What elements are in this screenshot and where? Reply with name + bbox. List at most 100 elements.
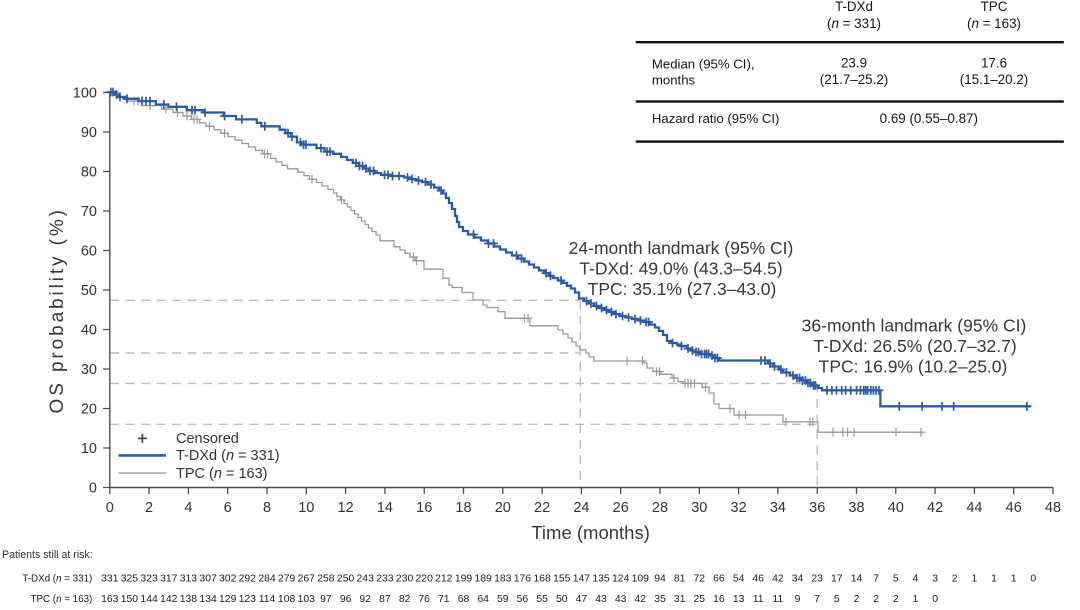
svg-text:TPC: 16.9% (10.2–25.0): TPC: 16.9% (10.2–25.0): [819, 357, 1008, 377]
svg-text:20: 20: [81, 402, 97, 418]
svg-text:(n = 163): (n = 163): [967, 16, 1021, 31]
svg-text:189: 189: [474, 574, 492, 585]
svg-text:0: 0: [106, 500, 114, 516]
svg-text:138: 138: [180, 594, 198, 605]
svg-text:0.69 (0.55–0.87): 0.69 (0.55–0.87): [880, 111, 978, 126]
svg-text:307: 307: [199, 574, 217, 585]
svg-text:38: 38: [848, 500, 864, 516]
svg-text:56: 56: [517, 594, 529, 605]
svg-text:70: 70: [81, 204, 97, 220]
svg-text:124: 124: [612, 574, 630, 585]
svg-text:2: 2: [952, 574, 958, 585]
svg-text:26: 26: [613, 500, 629, 516]
svg-text:100: 100: [73, 86, 97, 102]
svg-text:20: 20: [495, 500, 511, 516]
svg-text:40: 40: [888, 500, 904, 516]
svg-text:129: 129: [219, 594, 237, 605]
svg-text:212: 212: [435, 574, 453, 585]
svg-text:59: 59: [497, 594, 509, 605]
svg-text:42: 42: [772, 574, 784, 585]
svg-text:(n = 331): (n = 331): [827, 16, 881, 31]
svg-text:28: 28: [652, 500, 668, 516]
svg-text:16: 16: [416, 500, 432, 516]
svg-text:1: 1: [972, 574, 978, 585]
svg-text:176: 176: [514, 574, 532, 585]
svg-text:31: 31: [674, 594, 686, 605]
svg-text:50: 50: [556, 594, 568, 605]
svg-text:55: 55: [536, 594, 548, 605]
svg-text:34: 34: [770, 500, 786, 516]
svg-text:25: 25: [694, 594, 706, 605]
svg-text:10: 10: [81, 441, 97, 457]
svg-text:87: 87: [379, 594, 391, 605]
svg-text:317: 317: [160, 574, 178, 585]
svg-text:96: 96: [340, 594, 352, 605]
svg-text:0: 0: [932, 594, 938, 605]
svg-text:1: 1: [913, 594, 919, 605]
svg-text:Time (months): Time (months): [531, 522, 650, 543]
svg-text:36: 36: [809, 500, 825, 516]
svg-text:17: 17: [831, 574, 843, 585]
svg-text:2: 2: [854, 594, 860, 605]
svg-text:12: 12: [338, 500, 354, 516]
svg-text:230: 230: [396, 574, 414, 585]
svg-text:32: 32: [731, 500, 747, 516]
svg-text:months: months: [652, 73, 696, 88]
svg-text:13: 13: [733, 594, 745, 605]
svg-text:Hazard ratio (95% CI): Hazard ratio (95% CI): [652, 111, 780, 126]
svg-text:23.9: 23.9: [841, 56, 867, 71]
svg-text:68: 68: [458, 594, 470, 605]
svg-text:5: 5: [834, 594, 840, 605]
svg-text:T-DXd (n = 331): T-DXd (n = 331): [22, 574, 92, 585]
svg-text:46: 46: [1006, 500, 1022, 516]
svg-text:11: 11: [773, 594, 784, 605]
svg-text:46: 46: [752, 574, 764, 585]
svg-text:0: 0: [1030, 574, 1036, 585]
svg-text:35: 35: [654, 594, 666, 605]
svg-text:233: 233: [376, 574, 394, 585]
svg-text:Patients still at risk:: Patients still at risk:: [2, 549, 93, 561]
svg-text:14: 14: [851, 574, 863, 585]
svg-text:92: 92: [359, 594, 371, 605]
svg-text:Censored: Censored: [176, 431, 239, 447]
svg-text:325: 325: [121, 574, 139, 585]
svg-text:5: 5: [893, 574, 899, 585]
svg-text:279: 279: [278, 574, 296, 585]
svg-text:331: 331: [101, 574, 119, 585]
svg-text:72: 72: [694, 574, 706, 585]
svg-text:81: 81: [674, 574, 686, 585]
svg-text:292: 292: [239, 574, 257, 585]
svg-text:109: 109: [632, 574, 650, 585]
svg-text:123: 123: [239, 594, 257, 605]
svg-text:T-DXd: 26.5% (20.7–32.7): T-DXd: 26.5% (20.7–32.7): [813, 336, 1016, 356]
svg-text:42: 42: [927, 500, 943, 516]
svg-text:147: 147: [573, 574, 591, 585]
svg-text:34: 34: [792, 574, 804, 585]
svg-text:6: 6: [224, 500, 232, 516]
svg-text:9: 9: [795, 594, 801, 605]
svg-text:54: 54: [733, 574, 745, 585]
svg-text:T-DXd (n = 331): T-DXd (n = 331): [176, 448, 280, 464]
svg-text:250: 250: [337, 574, 355, 585]
svg-text:76: 76: [418, 594, 430, 605]
svg-text:258: 258: [317, 574, 335, 585]
svg-text:199: 199: [455, 574, 473, 585]
svg-text:14: 14: [377, 500, 393, 516]
svg-text:284: 284: [258, 574, 276, 585]
svg-text:4: 4: [913, 574, 919, 585]
svg-text:135: 135: [592, 574, 610, 585]
svg-text:134: 134: [199, 594, 217, 605]
svg-text:114: 114: [259, 594, 276, 605]
svg-text:22: 22: [534, 500, 550, 516]
svg-text:36-month landmark (95% CI): 36-month landmark (95% CI): [802, 316, 1027, 336]
svg-text:66: 66: [713, 574, 725, 585]
svg-text:2: 2: [893, 594, 899, 605]
svg-text:OS probability (%): OS probability (%): [47, 207, 68, 413]
svg-text:155: 155: [553, 574, 571, 585]
svg-text:(21.7–25.2): (21.7–25.2): [820, 72, 889, 87]
svg-text:40: 40: [81, 323, 97, 339]
svg-text:43: 43: [595, 594, 607, 605]
svg-text:(15.1–20.2): (15.1–20.2): [960, 72, 1029, 87]
svg-text:4: 4: [184, 500, 192, 516]
svg-text:302: 302: [219, 574, 237, 585]
